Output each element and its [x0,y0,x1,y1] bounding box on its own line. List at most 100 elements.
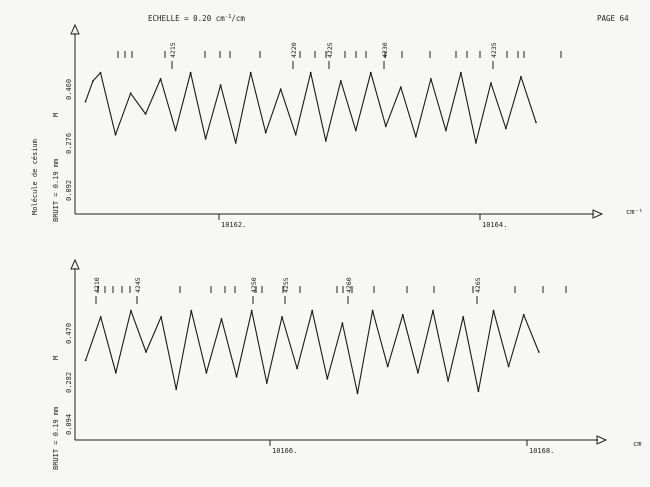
data-point [160,316,163,318]
data-point [250,309,253,312]
line-marker-label: 4235 [490,42,498,58]
data-point [492,309,495,312]
data-point [356,392,359,395]
data-point [475,142,477,144]
y-axis-arrow [70,23,80,35]
y-tick-label: 0.282 [65,372,73,393]
data-point [447,380,449,382]
data-point [311,309,314,312]
x-axis-arrow [592,209,604,219]
y-tick-label: 0.470 [65,323,73,344]
spectrum-panels: 0.092 0.276 0.460 10162. 10164. 4215 4220 4225 4… [65,23,608,455]
noise-label-top: BRUIT = 0.19 mm [52,159,60,222]
x-tick-label: 10162. [221,221,246,229]
x-unit-bottom: cm [633,440,641,448]
data-point [462,316,465,318]
molecule-label: Molécule de césium [31,139,39,215]
data-point [235,375,238,378]
line-marker-label: 4265 [474,277,482,293]
spectrum-panel-1: 0.092 0.276 0.460 10162. 10164. 4215 4220 4225 4… [65,23,604,229]
data-point [537,351,540,353]
data-point [296,367,298,370]
data-point [92,80,94,82]
data-point [507,365,510,368]
spectrum-trace [85,310,540,394]
scale-label: ECHELLE = 0.20 cm [148,14,225,23]
data-point [505,127,507,130]
data-point [220,318,223,320]
line-marker-label: 4255 [282,277,290,293]
data-point [339,80,342,82]
y-tick-label: 0.276 [65,133,73,154]
line-marker-label: 4230 [381,42,389,58]
line-marker-label: 4215 [169,42,177,58]
x-tick-label: 10164. [482,221,507,229]
axis-letter-bottom: M [52,356,60,360]
data-point [341,322,344,324]
data-point [249,71,252,74]
line-marker-label: 4260 [345,277,353,293]
data-point [281,316,283,318]
data-point [294,133,297,136]
data-point [432,309,434,312]
data-point [129,92,132,95]
data-point [520,75,522,78]
data-point [84,359,87,362]
x-unit-top: cm⁻¹ [626,208,643,216]
page-label: PAGE 64 [597,14,629,23]
data-point [130,309,132,312]
data-point [445,129,447,132]
data-point [204,137,207,140]
data-point [414,135,417,138]
data-point [264,131,267,134]
data-point [189,71,192,74]
data-point [490,82,492,84]
spectrum-panel-2: 0.094 0.282 0.470 10166. 10168. 4210 4245 4250 4… [65,258,608,455]
noise-label-bottom: BRUIT = 0.19 mm [52,407,60,470]
data-point [460,71,462,74]
y-axis-arrow [70,258,80,270]
data-point [430,78,432,80]
line-marker-label: 4250 [250,277,258,293]
data-point [174,129,177,132]
data-point [99,71,102,74]
line-marker-label: 4225 [326,42,334,58]
data-point [219,84,222,86]
data-point [535,121,537,124]
data-point [401,313,404,316]
spectrum-trace [84,72,537,144]
data-point [309,71,312,74]
data-point [324,140,327,142]
data-point [159,78,162,80]
data-point [99,316,102,318]
data-point [417,371,419,374]
data-point [234,142,237,144]
data-point [386,365,389,368]
data-point [477,390,480,393]
data-point [145,351,147,353]
axis-letter-top: M [52,113,60,117]
data-point [384,125,387,128]
data-point [114,133,117,136]
line-marker-label: 4220 [290,42,298,58]
line-marker-label: 4245 [134,277,142,293]
data-point [175,388,178,391]
data-point [369,71,372,74]
data-point [144,113,147,115]
data-point [190,309,193,312]
y-tick-label: 0.094 [65,414,73,435]
data-point [205,371,208,374]
data-point [354,129,357,132]
scale-exponent: -1 [225,14,232,20]
x-tick-label: 10166. [272,447,297,455]
data-point [371,309,374,312]
y-tick-label: 0.460 [65,79,73,100]
data-point [326,378,329,380]
data-point [522,313,525,316]
y-tick-label: 0.092 [65,180,73,201]
data-point [399,86,402,88]
data-point [279,88,282,91]
data-point [84,100,87,103]
